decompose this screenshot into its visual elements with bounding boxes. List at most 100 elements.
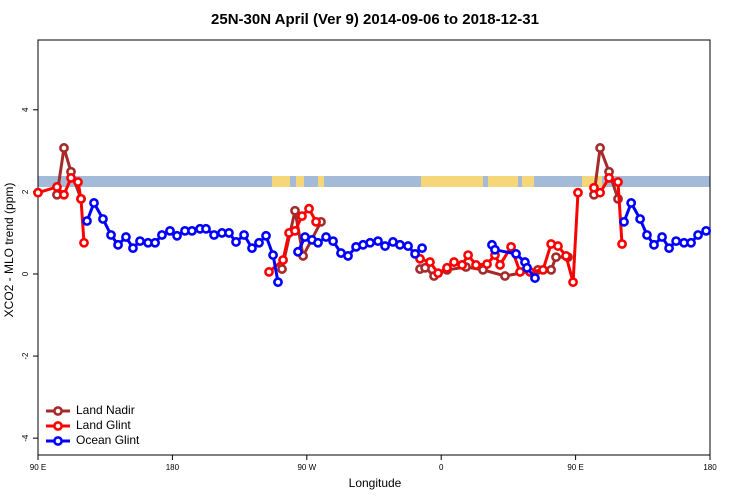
x-tick-label: 0	[439, 463, 444, 472]
point	[187, 225, 197, 236]
point	[482, 259, 492, 270]
x-tick-label: 90 E	[567, 463, 583, 472]
point	[261, 230, 271, 241]
point	[420, 262, 430, 273]
chart-title: 25N-30N April (Ver 9) 2014-09-06 to 2018…	[211, 11, 539, 28]
point	[224, 228, 234, 238]
point	[568, 277, 578, 288]
point	[686, 237, 696, 248]
x-tick-label: 90 W	[297, 463, 316, 472]
point	[671, 236, 682, 247]
point	[635, 214, 646, 224]
point	[649, 239, 659, 250]
point	[98, 214, 108, 224]
point	[128, 243, 138, 254]
point	[278, 255, 288, 265]
y-axis-label: XCO2 - MLO trend (ppm)	[2, 183, 16, 318]
point	[328, 236, 338, 247]
point	[106, 230, 116, 240]
point	[82, 216, 92, 226]
point	[365, 237, 376, 248]
point	[449, 257, 459, 267]
point	[561, 251, 571, 261]
point	[165, 225, 175, 236]
point	[59, 189, 69, 200]
series-line	[55, 147, 620, 278]
land-mask-band	[38, 176, 710, 187]
point	[511, 248, 521, 259]
point	[59, 143, 69, 153]
legend-label: Land Glint	[76, 418, 131, 432]
y-tick-label: -4	[21, 434, 30, 442]
point	[417, 243, 427, 254]
point	[642, 230, 652, 240]
point	[425, 257, 435, 267]
point	[290, 205, 300, 216]
point	[150, 237, 160, 248]
point	[231, 237, 241, 247]
point	[66, 173, 76, 183]
point	[617, 239, 627, 249]
point	[73, 177, 83, 187]
point	[664, 243, 674, 254]
point	[613, 177, 623, 187]
point	[595, 143, 605, 153]
point	[52, 182, 62, 192]
point	[522, 262, 532, 273]
legend-marker	[53, 406, 63, 416]
point	[471, 260, 481, 270]
point	[76, 193, 86, 204]
y-tick-label: -2	[21, 352, 30, 360]
point	[209, 230, 219, 240]
point	[172, 230, 182, 241]
point	[297, 211, 307, 221]
y-tick-label: 4	[21, 107, 30, 112]
point	[135, 236, 145, 247]
point	[546, 264, 557, 275]
point	[373, 236, 383, 247]
x-tick-label: 180	[703, 463, 717, 472]
point	[495, 260, 505, 270]
point	[33, 187, 43, 198]
point	[201, 223, 211, 234]
point	[410, 248, 420, 259]
point	[380, 241, 390, 251]
point	[273, 277, 283, 288]
point	[343, 251, 353, 261]
point	[463, 250, 473, 260]
point	[239, 230, 249, 240]
point	[553, 241, 563, 251]
point	[121, 232, 131, 242]
legend-label: Land Nadir	[76, 403, 135, 417]
point	[247, 243, 257, 254]
point	[311, 216, 321, 227]
point	[313, 237, 323, 248]
point	[433, 268, 443, 279]
x-tick-label: 180	[166, 463, 180, 472]
point	[395, 239, 405, 250]
point	[551, 252, 561, 263]
point	[657, 232, 667, 242]
point	[595, 187, 605, 198]
point	[89, 198, 99, 208]
point	[293, 246, 303, 257]
point	[626, 198, 637, 208]
legend-marker	[53, 436, 63, 446]
point	[321, 232, 331, 242]
point	[277, 264, 287, 274]
point	[619, 216, 629, 227]
y-tick-label: 2	[21, 189, 30, 194]
point	[157, 230, 167, 240]
point	[79, 237, 89, 248]
point	[573, 187, 583, 198]
point	[264, 267, 274, 277]
legend-marker	[53, 421, 63, 431]
point	[538, 264, 548, 275]
point	[530, 273, 540, 283]
y-tick-label: 0	[21, 271, 30, 276]
point	[290, 225, 300, 236]
point	[490, 244, 500, 255]
point	[500, 271, 510, 281]
point	[515, 267, 525, 277]
